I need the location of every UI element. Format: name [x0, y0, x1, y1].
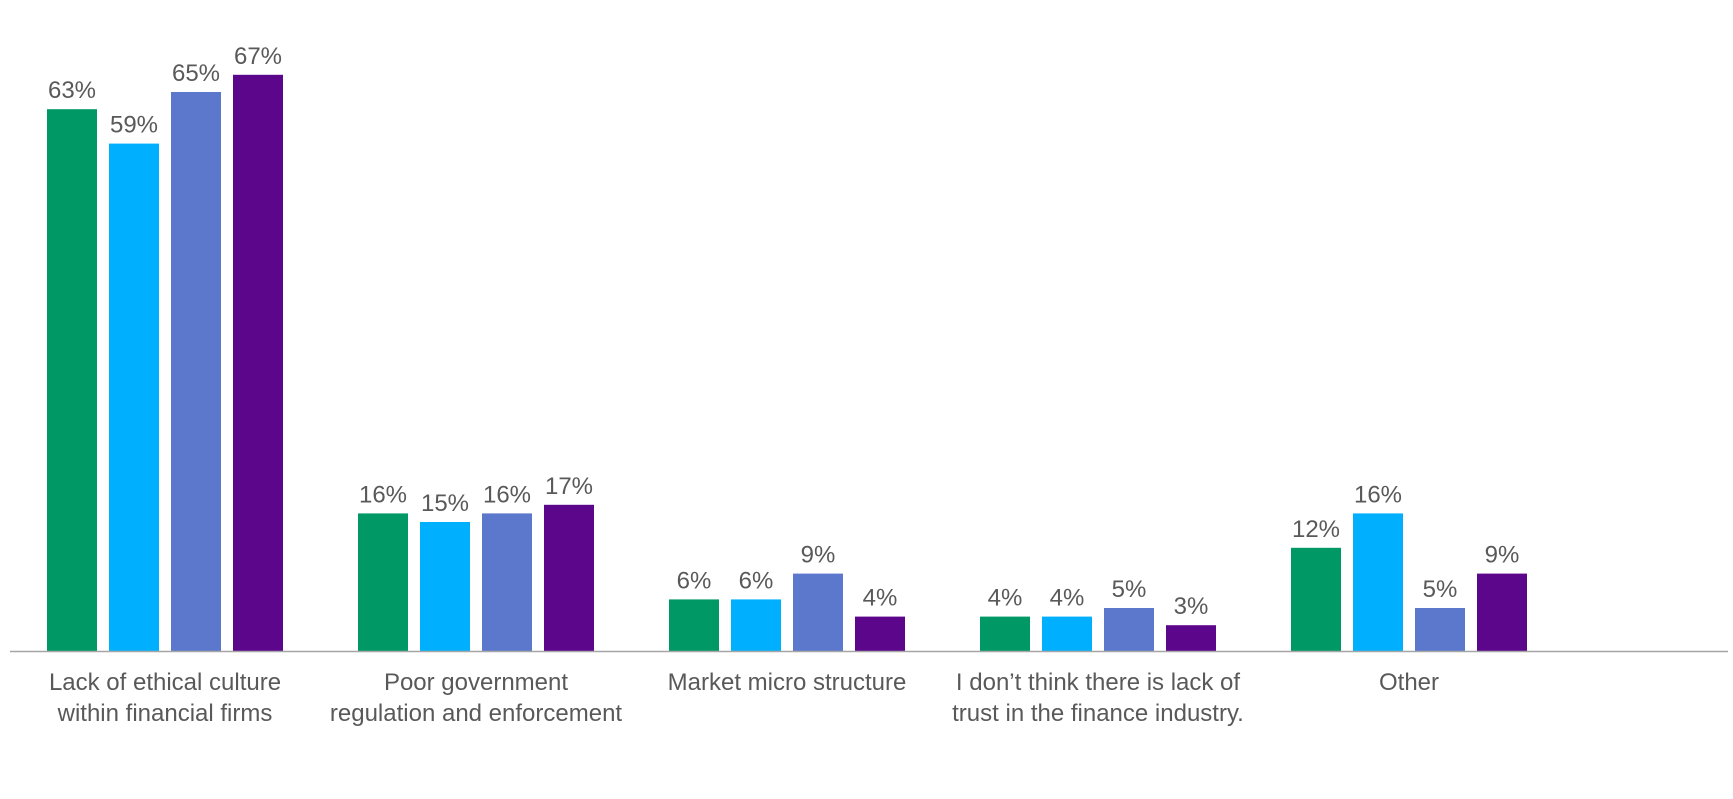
bar-1-series-3 [171, 92, 221, 651]
bar-5-series-3 [1415, 608, 1465, 651]
bar-3-series-2 [731, 599, 781, 651]
category-label-5: Other [1379, 669, 1439, 696]
data-label-1-series-3: 65% [172, 60, 220, 87]
data-label-1-series-4: 67% [234, 43, 282, 70]
bar-3-series-1 [669, 599, 719, 651]
data-label-2-series-4: 17% [545, 473, 593, 500]
data-label-2-series-2: 15% [421, 490, 469, 517]
data-label-1-series-2: 59% [110, 112, 158, 139]
category-label-3: Market micro structure [668, 669, 907, 696]
data-label-3-series-3: 9% [801, 542, 836, 569]
data-label-3-series-1: 6% [677, 567, 712, 594]
data-label-4-series-2: 4% [1050, 585, 1085, 612]
category-label-4: I don’t think there is lack of trust in t… [952, 669, 1244, 727]
bar-4-series-1 [980, 616, 1030, 651]
data-label-4-series-4: 3% [1174, 593, 1209, 620]
bar-2-series-1 [358, 513, 408, 651]
data-label-1-series-1: 63% [48, 77, 96, 104]
bar-5-series-2 [1353, 513, 1403, 651]
bar-4-series-2 [1042, 616, 1092, 651]
bar-1-series-1 [47, 109, 97, 651]
bar-2-series-4 [544, 504, 594, 651]
category-label-1: Lack of ethical culture within financial … [49, 669, 281, 727]
data-label-2-series-1: 16% [359, 481, 407, 508]
data-label-3-series-4: 4% [863, 585, 898, 612]
bar-3-series-4 [855, 616, 905, 651]
data-label-5-series-3: 5% [1423, 576, 1458, 603]
bar-2-series-2 [420, 522, 470, 651]
bar-4-series-4 [1166, 625, 1216, 651]
bar-4-series-3 [1104, 608, 1154, 651]
bar-2-series-3 [482, 513, 532, 651]
data-label-2-series-3: 16% [483, 481, 531, 508]
bar-1-series-4 [233, 74, 283, 652]
bar-1-series-2 [109, 143, 159, 651]
data-label-4-series-3: 5% [1112, 576, 1147, 603]
bar-5-series-1 [1291, 547, 1341, 651]
bar-3-series-3 [793, 573, 843, 651]
data-label-5-series-1: 12% [1292, 516, 1340, 543]
data-label-4-series-1: 4% [988, 585, 1023, 612]
bar-5-series-4 [1477, 573, 1527, 651]
data-label-3-series-2: 6% [739, 567, 774, 594]
category-label-2: Poor government regulation and enforcemen… [330, 669, 623, 727]
data-label-5-series-4: 9% [1485, 542, 1520, 569]
data-label-5-series-2: 16% [1354, 481, 1402, 508]
